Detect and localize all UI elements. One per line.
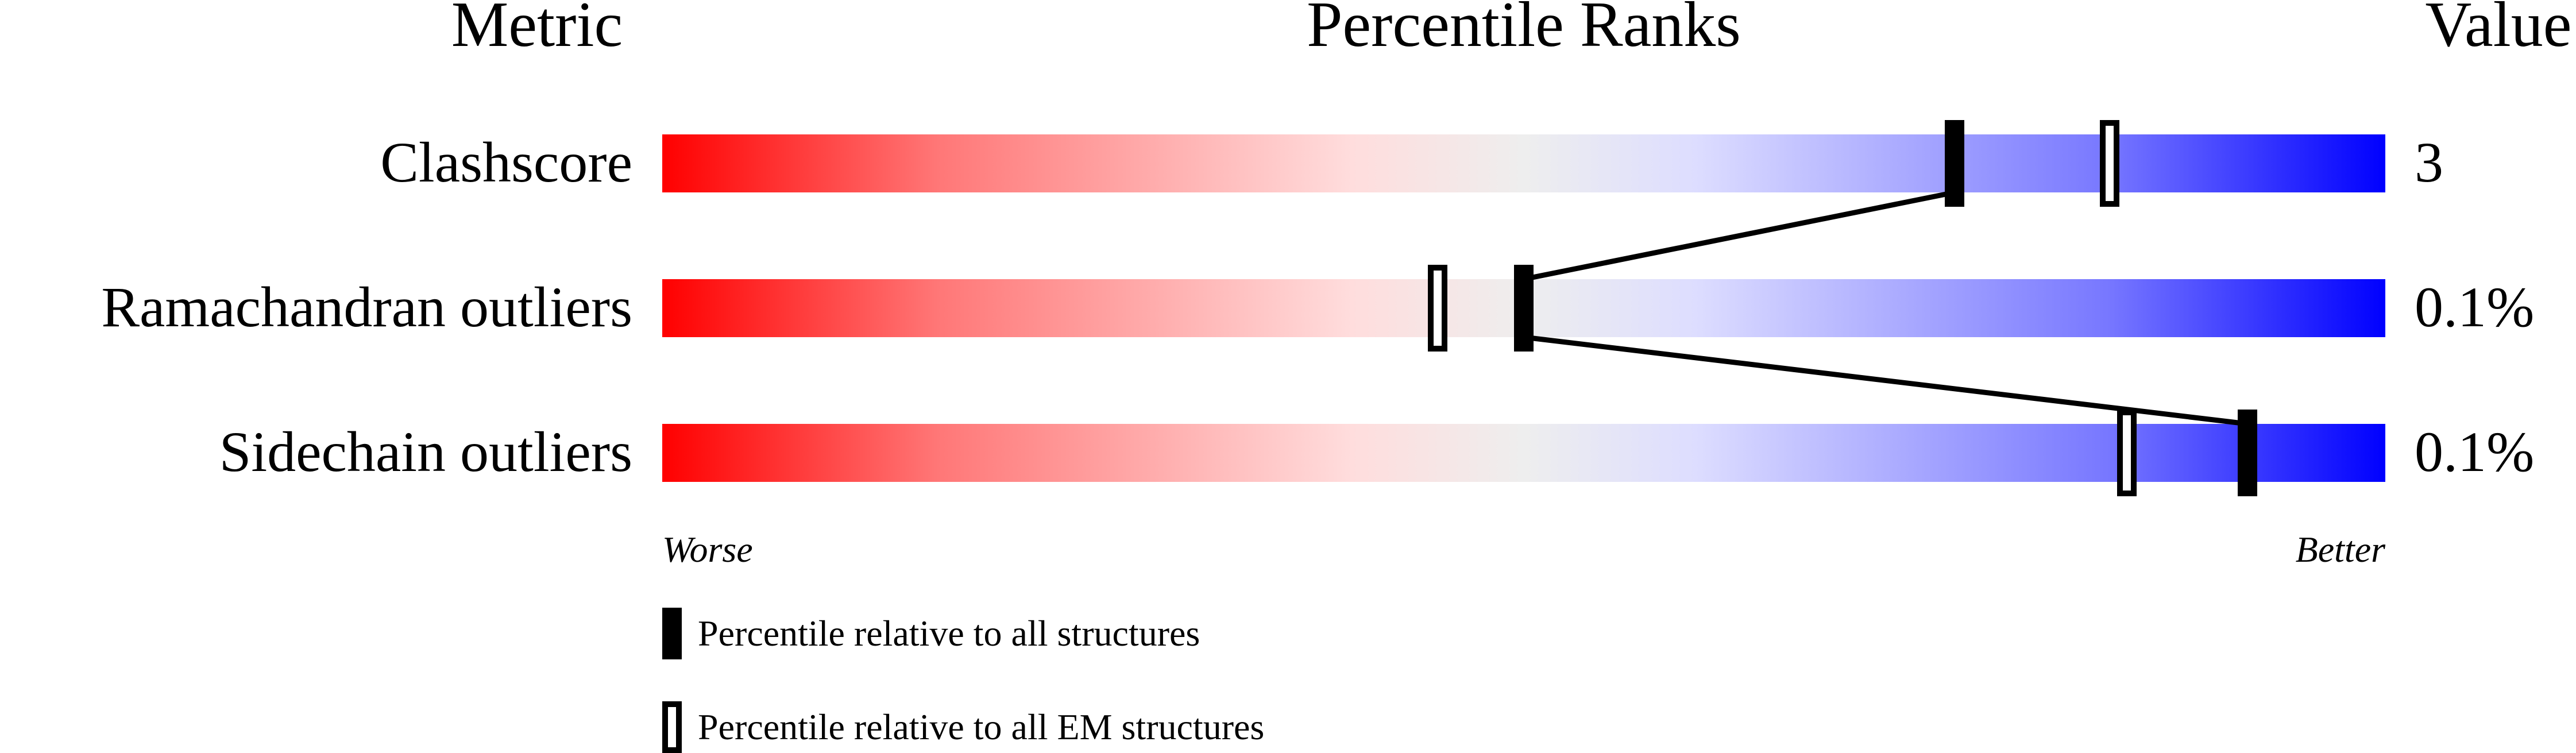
metric-value: 0.1%	[2415, 275, 2534, 339]
legend-label: Percentile relative to all EM structures	[698, 706, 1264, 747]
row-sidechain-outliers: Sidechain outliers 0.1%	[219, 410, 2534, 496]
percentile-bar	[662, 134, 2385, 192]
metric-value: 0.1%	[2415, 420, 2534, 484]
row-clashscore: Clashscore 3	[380, 120, 2443, 207]
percentile-connector	[1523, 334, 2248, 427]
header-metric: Metric	[451, 0, 623, 60]
em-percentile-marker	[1428, 265, 1447, 352]
legend-item-filled: Percentile relative to all structures	[662, 608, 1200, 659]
header-percentile-ranks: Percentile Ranks	[1307, 0, 1741, 60]
legend-open-marker-icon	[662, 701, 682, 753]
metric-value: 3	[2415, 130, 2443, 194]
percentile-connector	[1523, 190, 1955, 282]
metric-label: Sidechain outliers	[219, 420, 632, 484]
legend-label: Percentile relative to all structures	[698, 613, 1200, 654]
metric-label: Ramachandran outliers	[101, 275, 632, 339]
header-value: Value	[2425, 0, 2571, 60]
axis-label-worse: Worse	[662, 529, 753, 570]
legend-item-open: Percentile relative to all EM structures	[662, 701, 1264, 753]
percentile-bar	[662, 424, 2385, 482]
em-percentile-marker	[2117, 410, 2137, 496]
axis-label-better: Better	[2296, 529, 2386, 570]
legend-filled-marker-icon	[662, 608, 682, 659]
row-ramachandran-outliers: Ramachandran outliers 0.1%	[101, 265, 2534, 352]
metric-label: Clashscore	[380, 130, 632, 194]
em-percentile-marker	[2100, 120, 2119, 207]
